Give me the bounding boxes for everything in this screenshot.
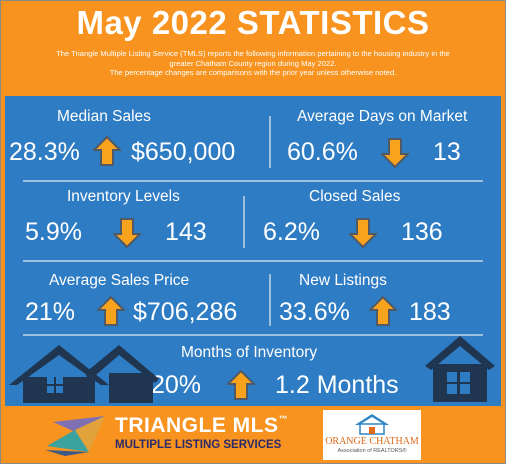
orange-chatham-logo: ORANGE CHATHAM Association of REALTORS® (323, 410, 421, 460)
up-arrow-icon (227, 370, 255, 400)
avg-days-value: 13 (433, 138, 461, 166)
median-sales-value: $650,000 (131, 138, 236, 166)
tmls-tm: ™ (278, 414, 288, 424)
orange-chatham-name: ORANGE CHATHAM (325, 436, 419, 447)
intro-text: The Triangle Multiple Listing Service (T… (15, 49, 491, 78)
new-listings-value: 183 (409, 298, 451, 326)
tmls-subtitle: MULTIPLE LISTING SERVICES (115, 439, 282, 451)
inventory-label: Inventory Levels (67, 188, 180, 205)
intro-line-2: greater Chatham County region during May… (169, 58, 337, 68)
months-inventory-value: 1.2 Months (275, 371, 399, 399)
orange-chatham-mark-icon (355, 414, 389, 435)
footer: TRIANGLE MLS™ MULTIPLE LISTING SERVICES … (1, 406, 505, 463)
orange-chatham-subtitle: Association of REALTORS® (337, 448, 407, 454)
inventory-value: 143 (165, 218, 207, 246)
house-icon (9, 345, 159, 403)
page-title: May 2022 STATISTICS (76, 4, 430, 41)
stats-panel: Median Sales 28.3% $650,000 Average Days… (5, 96, 501, 406)
new-listings-percent: 33.6% (279, 298, 350, 326)
divider-vertical-3 (269, 274, 271, 326)
inventory-percent: 5.9% (25, 218, 82, 246)
divider-vertical-2 (243, 196, 245, 248)
avg-price-value: $706,286 (133, 298, 238, 326)
up-arrow-icon (369, 296, 397, 326)
divider-horizontal-2 (23, 260, 483, 262)
header: May 2022 STATISTICS The Triangle Multipl… (1, 1, 505, 96)
divider-horizontal-3 (23, 334, 483, 336)
avg-price-percent: 21% (25, 298, 76, 326)
months-inventory-percent: 20% (151, 371, 202, 399)
avg-days-label: Average Days on Market (297, 108, 468, 125)
intro-line-1: The Triangle Multiple Listing Service (T… (56, 49, 450, 58)
house-icon (425, 336, 495, 402)
down-arrow-icon (113, 218, 141, 248)
avg-price-label: Average Sales Price (49, 272, 190, 289)
tmls-name-text: TRIANGLE MLS (115, 414, 279, 437)
intro-line-3: The percentage changes are comparisons w… (109, 68, 397, 77)
median-sales-label: Median Sales (57, 108, 151, 125)
up-arrow-icon (93, 136, 121, 166)
months-inventory-label: Months of Inventory (181, 344, 318, 361)
median-sales-percent: 28.3% (9, 138, 80, 166)
closed-sales-percent: 6.2% (263, 218, 320, 246)
down-arrow-icon (349, 218, 377, 248)
triangle-mls-mark-icon (45, 416, 105, 456)
divider-horizontal-1 (23, 180, 483, 182)
closed-sales-label: Closed Sales (309, 188, 401, 205)
avg-days-percent: 60.6% (287, 138, 358, 166)
tmls-name: TRIANGLE MLS™ (115, 414, 288, 438)
divider-vertical-1 (269, 116, 271, 168)
up-arrow-icon (97, 296, 125, 326)
triangle-mls-logo: TRIANGLE MLS™ MULTIPLE LISTING SERVICES (45, 412, 288, 458)
new-listings-label: New Listings (299, 272, 387, 289)
down-arrow-icon (381, 138, 409, 168)
closed-sales-value: 136 (401, 218, 443, 246)
